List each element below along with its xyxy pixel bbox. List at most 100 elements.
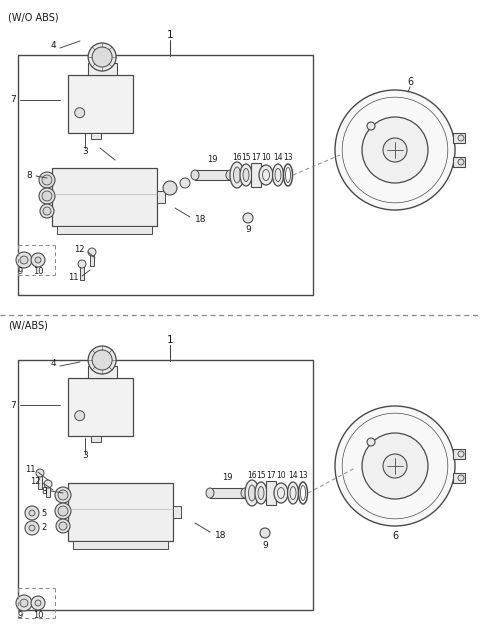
Circle shape [335, 90, 455, 210]
Circle shape [39, 172, 55, 188]
Circle shape [75, 107, 84, 118]
Text: 4: 4 [50, 41, 56, 50]
Circle shape [25, 521, 39, 535]
Text: 14: 14 [288, 471, 298, 481]
Circle shape [243, 213, 253, 223]
Bar [90, 252, 94, 266]
Circle shape [56, 519, 70, 533]
Circle shape [29, 525, 35, 531]
Circle shape [58, 490, 68, 500]
Circle shape [180, 178, 190, 188]
Bar [68, 75, 133, 133]
Circle shape [44, 480, 52, 488]
Circle shape [458, 451, 464, 457]
Bar [91, 133, 101, 139]
Text: 17: 17 [251, 153, 261, 162]
Ellipse shape [243, 169, 249, 181]
Text: 8: 8 [41, 487, 47, 495]
Text: 18: 18 [195, 216, 206, 225]
Text: 17: 17 [266, 471, 276, 480]
Bar [80, 264, 84, 280]
Text: 9: 9 [245, 226, 251, 235]
Circle shape [59, 522, 67, 530]
Text: 15: 15 [241, 153, 251, 163]
Text: 12: 12 [31, 476, 41, 485]
Circle shape [42, 175, 52, 185]
Circle shape [92, 47, 112, 67]
Ellipse shape [258, 487, 264, 499]
Ellipse shape [241, 488, 249, 498]
Bar [73, 541, 168, 549]
Circle shape [92, 350, 112, 370]
Circle shape [88, 346, 116, 374]
Text: 9: 9 [262, 541, 268, 550]
Bar [38, 473, 42, 489]
Circle shape [25, 506, 39, 520]
Text: 16: 16 [232, 153, 242, 162]
Ellipse shape [255, 482, 267, 504]
Ellipse shape [274, 483, 288, 503]
Bar [87, 366, 117, 378]
Ellipse shape [191, 170, 199, 180]
Text: 14: 14 [273, 153, 283, 163]
Bar [91, 436, 101, 442]
Bar [68, 378, 133, 436]
Bar [453, 157, 465, 167]
Bar [210, 488, 245, 498]
Bar [453, 133, 465, 143]
Bar [266, 481, 276, 505]
Circle shape [40, 204, 54, 218]
Circle shape [458, 135, 464, 141]
Ellipse shape [273, 164, 284, 186]
Circle shape [458, 159, 464, 165]
Circle shape [16, 595, 32, 611]
Text: 1: 1 [167, 30, 173, 40]
Text: 10: 10 [33, 268, 43, 277]
Bar [87, 63, 117, 75]
Circle shape [260, 528, 270, 538]
Bar [453, 473, 465, 483]
Text: 19: 19 [207, 155, 217, 165]
Circle shape [88, 248, 96, 256]
Circle shape [36, 469, 44, 477]
Bar [57, 226, 152, 234]
Ellipse shape [240, 164, 252, 186]
Ellipse shape [230, 162, 244, 188]
Text: 19: 19 [222, 473, 232, 483]
Text: (W/O ABS): (W/O ABS) [8, 12, 59, 22]
Text: 4: 4 [50, 359, 56, 368]
Text: 10: 10 [276, 471, 286, 481]
Bar [68, 483, 173, 541]
Ellipse shape [288, 482, 299, 504]
Circle shape [20, 256, 28, 264]
Bar [195, 170, 230, 180]
Text: 6: 6 [392, 531, 398, 541]
Text: (W/ABS): (W/ABS) [8, 321, 48, 331]
Ellipse shape [245, 480, 259, 506]
Circle shape [383, 138, 407, 162]
Circle shape [367, 438, 375, 446]
Text: 3: 3 [82, 452, 88, 460]
Circle shape [88, 43, 116, 71]
Circle shape [35, 257, 41, 263]
Text: 3: 3 [82, 146, 88, 155]
Ellipse shape [206, 488, 214, 498]
Text: 13: 13 [298, 471, 308, 481]
Bar [251, 163, 261, 187]
Text: 7: 7 [10, 401, 16, 410]
Text: 10: 10 [261, 153, 271, 163]
Circle shape [362, 117, 428, 183]
Bar [46, 484, 50, 497]
Bar [173, 506, 181, 518]
Circle shape [43, 207, 51, 215]
Circle shape [163, 181, 177, 195]
Text: 8: 8 [26, 172, 32, 181]
Text: 16: 16 [247, 471, 257, 480]
Text: 15: 15 [256, 471, 266, 481]
Circle shape [78, 260, 86, 268]
Text: 10: 10 [33, 611, 43, 621]
Bar [52, 168, 157, 226]
Text: 5: 5 [41, 509, 46, 518]
Text: 9: 9 [17, 268, 23, 277]
Ellipse shape [233, 167, 240, 183]
